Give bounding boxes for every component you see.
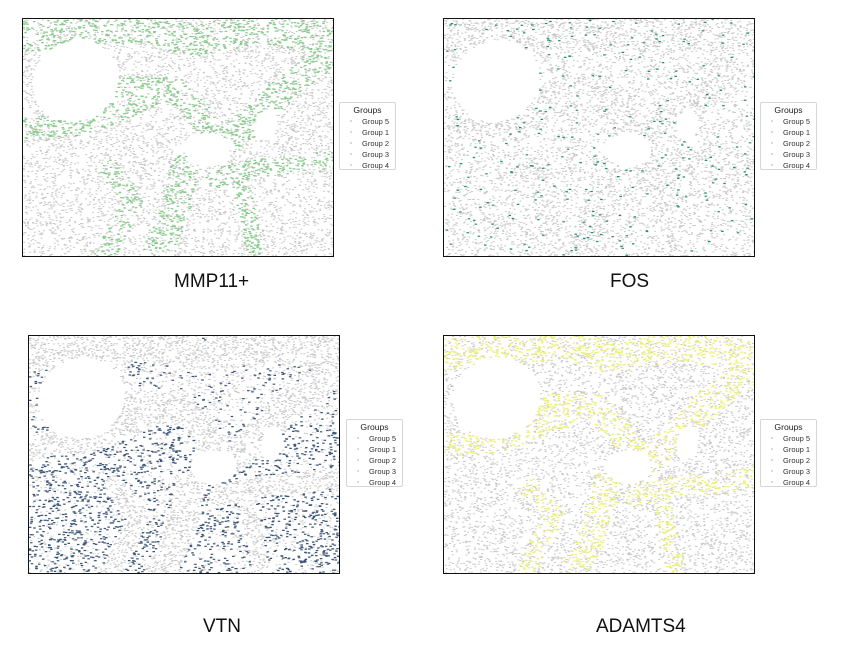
scatter-plot-fos — [443, 18, 755, 257]
legend-marker — [357, 448, 359, 450]
legend-marker — [357, 437, 359, 439]
legend-label: Group 3 — [783, 150, 811, 159]
scatter-plot-mmp11 — [22, 18, 334, 257]
legend-label: Group 2 — [783, 139, 811, 148]
cell-points — [444, 19, 754, 256]
legend-item-group-3: Group 3 — [761, 467, 816, 477]
highlighted-cells — [444, 336, 754, 573]
legend-item-group-3: Group 3 — [761, 150, 816, 160]
legend-label: Group 3 — [362, 150, 390, 159]
legend-item-group-1: Group 1 — [761, 445, 816, 455]
cell-points — [444, 336, 754, 573]
expression-points — [444, 336, 754, 573]
legend-label: Group 1 — [362, 128, 390, 137]
legend-label: Group 5 — [362, 117, 390, 126]
legend-label: Group 5 — [369, 434, 397, 443]
legend: Groups Group 5 Group 1 Group 2 Group 3 G… — [339, 102, 396, 170]
legend-item-group-1: Group 1 — [340, 128, 395, 138]
legend-marker — [350, 142, 352, 144]
scatter-plot-adamts4 — [443, 335, 755, 574]
expression-points — [445, 19, 754, 256]
legend-marker — [350, 164, 352, 166]
legend-item-group-4: Group 4 — [340, 161, 395, 171]
legend-item-group-5: Group 5 — [761, 434, 816, 444]
legend-marker — [357, 481, 359, 483]
panel-title: VTN — [203, 616, 241, 637]
legend-item-group-1: Group 1 — [347, 445, 402, 455]
cell-points — [23, 19, 333, 256]
plot-area — [23, 19, 333, 256]
legend-marker — [350, 120, 352, 122]
legend-marker — [771, 164, 773, 166]
legend-marker — [771, 142, 773, 144]
legend-title: Groups — [774, 105, 803, 115]
legend-marker — [350, 131, 352, 133]
legend-marker — [771, 481, 773, 483]
legend-item-group-2: Group 2 — [347, 456, 402, 466]
plot-area — [29, 336, 339, 573]
legend-item-group-5: Group 5 — [761, 117, 816, 127]
scatter-plot-vtn — [28, 335, 340, 574]
legend-label: Group 1 — [783, 128, 811, 137]
legend: Groups Group 5 Group 1 Group 2 Group 3 G… — [760, 102, 817, 170]
legend-item-group-4: Group 4 — [761, 478, 816, 488]
legend-item-group-5: Group 5 — [340, 117, 395, 127]
legend-label: Group 1 — [783, 445, 811, 454]
panel-title: FOS — [610, 271, 650, 292]
legend: Groups Group 5 Group 1 Group 2 Group 3 G… — [760, 419, 817, 487]
legend-label: Group 1 — [369, 445, 397, 454]
legend-label: Group 5 — [783, 434, 811, 443]
panel-title: ADAMTS4 — [596, 616, 686, 637]
legend-label: Group 4 — [783, 161, 811, 170]
legend-marker — [771, 448, 773, 450]
legend-item-group-5: Group 5 — [347, 434, 402, 444]
legend-label: Group 2 — [783, 456, 811, 465]
legend: Groups Group 5 Group 1 Group 2 Group 3 G… — [346, 419, 403, 487]
legend-marker — [350, 153, 352, 155]
legend-item-group-3: Group 3 — [347, 467, 402, 477]
legend-marker — [771, 459, 773, 461]
legend-item-group-2: Group 2 — [761, 456, 816, 466]
legend-label: Group 5 — [783, 117, 811, 126]
legend-title: Groups — [360, 422, 389, 432]
expression-points — [23, 19, 333, 256]
legend-title: Groups — [353, 105, 382, 115]
legend-item-group-4: Group 4 — [761, 161, 816, 171]
legend-item-group-1: Group 1 — [761, 128, 816, 138]
legend-marker — [771, 120, 773, 122]
legend-label: Group 4 — [369, 478, 397, 487]
legend-marker — [771, 153, 773, 155]
highlighted-cells — [23, 19, 333, 256]
legend-label: Group 3 — [369, 467, 397, 476]
legend-marker — [771, 437, 773, 439]
highlighted-cells — [29, 337, 339, 573]
legend-marker — [771, 470, 773, 472]
legend-item-group-3: Group 3 — [340, 150, 395, 160]
panel-title: MMP11+ — [174, 271, 250, 292]
legend-marker — [357, 459, 359, 461]
plot-area — [444, 19, 754, 256]
legend-label: Group 2 — [362, 139, 390, 148]
highlighted-cells — [445, 19, 754, 256]
legend-marker — [357, 470, 359, 472]
background-cells — [444, 336, 754, 573]
legend-item-group-2: Group 2 — [761, 139, 816, 149]
expression-points — [29, 337, 339, 573]
legend-marker — [771, 131, 773, 133]
legend-item-group-4: Group 4 — [347, 478, 402, 488]
plot-area — [444, 336, 754, 573]
legend-label: Group 2 — [369, 456, 397, 465]
legend-item-group-2: Group 2 — [340, 139, 395, 149]
legend-label: Group 4 — [362, 161, 390, 170]
background-cells — [23, 19, 333, 256]
background-cells — [444, 19, 754, 256]
legend-label: Group 4 — [783, 478, 811, 487]
legend-title: Groups — [774, 422, 803, 432]
legend-label: Group 3 — [783, 467, 811, 476]
